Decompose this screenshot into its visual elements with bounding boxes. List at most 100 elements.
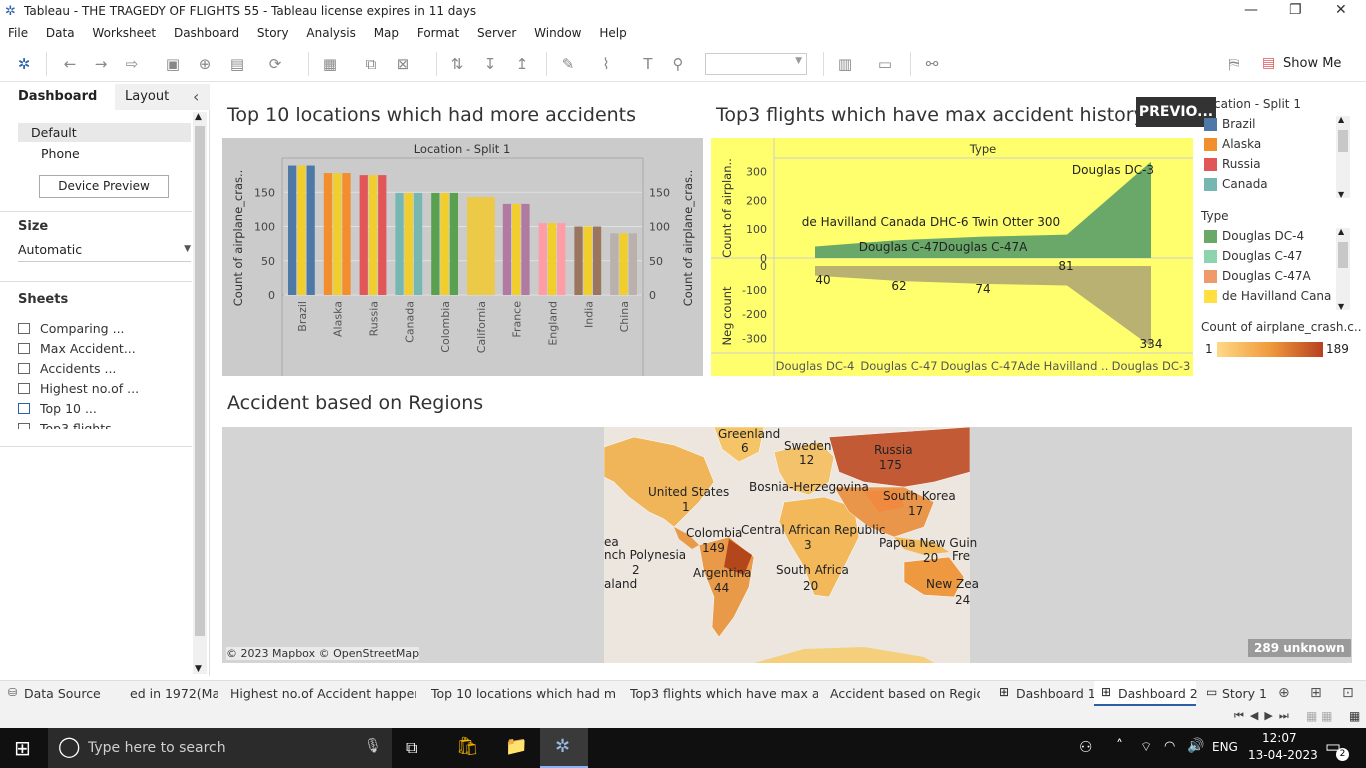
bar[interactable] [306, 165, 315, 295]
tab-story1[interactable]: Story 1 [1222, 686, 1267, 701]
highlight-icon[interactable]: ✎ [561, 55, 575, 73]
sort-desc-icon[interactable]: ↥ [515, 55, 529, 73]
view-icons[interactable]: ▦ ▦ [1306, 709, 1333, 723]
legend-item[interactable]: Canada [1222, 177, 1268, 191]
new-sheet-icon[interactable]: ▦ [322, 55, 338, 73]
tab-data-source[interactable]: Data Source [24, 686, 101, 701]
swap-icon[interactable]: ⇅ [450, 55, 464, 73]
size-dropdown[interactable]: Automatic ▼ [18, 242, 191, 262]
bar[interactable] [440, 192, 449, 295]
legend-item[interactable]: Brazil [1222, 117, 1256, 131]
filmstrip-icon[interactable]: ▦ [1349, 709, 1361, 723]
sheet-item[interactable]: Top3 flights [18, 421, 112, 429]
store-icon[interactable]: 🛍 [456, 736, 479, 757]
bar[interactable] [628, 233, 637, 295]
replay-icon[interactable]: ⇨ [125, 55, 139, 73]
people-icon[interactable]: ⚇ [1079, 738, 1093, 756]
labels-icon[interactable]: T [643, 55, 653, 73]
clock-time[interactable]: 12:07 [1262, 731, 1297, 745]
chart-icon[interactable]: ▥ [837, 55, 853, 73]
tab-dashboard[interactable]: Dashboard [0, 84, 115, 110]
bar[interactable] [538, 223, 547, 295]
legend-item[interactable]: Douglas C-47A [1222, 269, 1311, 283]
legend-item[interactable]: Alaska [1222, 137, 1262, 151]
sheet-tab[interactable]: Accident based on Regions [830, 686, 980, 701]
bar[interactable] [323, 173, 333, 295]
menu-worksheet[interactable]: Worksheet [92, 26, 157, 40]
clock-date[interactable]: 13-04-2023 [1248, 748, 1318, 762]
device-preview-button[interactable]: Device Preview [39, 175, 169, 198]
collapse-pane-icon[interactable]: ‹ [193, 87, 200, 106]
bar[interactable] [449, 192, 458, 295]
new-story-icon[interactable]: ⊡ [1342, 685, 1354, 701]
undo-icon[interactable]: ← [63, 55, 77, 73]
sheet-item[interactable]: Top 10 ... [18, 401, 97, 416]
bar[interactable] [592, 226, 602, 296]
bar[interactable] [467, 197, 495, 295]
new-worksheet-icon[interactable]: ⊕ [1278, 685, 1290, 701]
menu-server[interactable]: Server [476, 26, 517, 40]
show-me-button[interactable]: Show Me [1283, 56, 1342, 71]
map-view[interactable]: Greenland 6 Sweden 12 Russia 175 United … [222, 427, 1352, 663]
tableau-taskbar-item[interactable]: ✲ [540, 728, 588, 768]
bar[interactable] [557, 223, 566, 295]
bar[interactable] [297, 165, 306, 295]
bar[interactable] [404, 192, 413, 295]
legend-scrollbar[interactable]: ▲ ▼ [1336, 227, 1350, 311]
sheet-item[interactable]: Comparing ... [18, 321, 125, 336]
new-datasource-icon[interactable]: ⊕ [198, 55, 212, 73]
menu-analysis[interactable]: Analysis [306, 26, 356, 40]
duplicate-icon[interactable]: ⧉ [365, 55, 377, 73]
restore-button[interactable]: ❐ [1289, 2, 1302, 18]
menu-format[interactable]: Format [416, 26, 460, 40]
tableau-home-icon[interactable]: ✲ [17, 55, 31, 73]
presentation-icon[interactable]: ▭ [877, 55, 893, 73]
bar[interactable] [610, 233, 619, 295]
bar[interactable] [521, 203, 530, 295]
new-dashboard-icon[interactable]: ⊞ [1310, 685, 1322, 701]
map-credit[interactable]: © 2023 Mapbox © OpenStreetMap [226, 647, 420, 660]
sheet-tab[interactable]: Top3 flights which have max acc... [630, 686, 818, 701]
clear-sheet-icon[interactable]: ⊠ [396, 55, 410, 73]
bar[interactable] [378, 175, 387, 295]
close-button[interactable]: ✕ [1335, 2, 1347, 18]
menu-file[interactable]: File [8, 26, 29, 40]
tab-nav-icons[interactable]: ⏮◀▶⏭ [1234, 709, 1295, 722]
menu-map[interactable]: Map [373, 26, 400, 40]
bar[interactable] [395, 192, 404, 295]
microphone-icon[interactable]: 🎙 [364, 738, 382, 754]
bar[interactable] [502, 203, 512, 295]
minimize-button[interactable]: — [1244, 2, 1258, 18]
tab-layout[interactable]: Layout [115, 84, 210, 110]
left-scrollbar[interactable]: ▲ ▼ [193, 112, 207, 674]
device-default[interactable]: Default [18, 123, 191, 142]
bar[interactable] [431, 192, 440, 295]
windows-start-icon[interactable]: ⊞ [14, 736, 31, 760]
pin-icon[interactable]: ⚲ [672, 55, 684, 73]
bar[interactable] [547, 223, 557, 295]
menu-data[interactable]: Data [45, 26, 75, 40]
bar[interactable] [574, 226, 583, 296]
language-indicator[interactable]: ENG [1212, 740, 1238, 754]
sheet-item[interactable]: Accidents ... [18, 361, 116, 376]
show-me-icon[interactable]: ▤ [1262, 55, 1276, 71]
previous-button[interactable]: PREVIO... [1136, 97, 1216, 127]
network-icon[interactable]: ⌔ [1140, 740, 1153, 755]
tab-dashboard2-active[interactable]: ⊞ Dashboard 2 [1094, 681, 1198, 707]
refresh-icon[interactable]: ⟳ [268, 55, 282, 73]
save-icon[interactable]: ▣ [165, 55, 181, 73]
legend-item[interactable]: Douglas C-47 [1222, 249, 1303, 263]
legend-scrollbar[interactable]: ▲ ▼ [1336, 115, 1350, 199]
sheet-tab[interactable]: Highest no.of Accident happene... [230, 686, 416, 701]
bar[interactable] [368, 175, 378, 295]
sign-icon[interactable]: ⛿ [1228, 55, 1240, 73]
bar[interactable] [333, 173, 342, 295]
bar[interactable] [359, 175, 368, 295]
fit-dropdown[interactable]: ▼ [705, 53, 807, 75]
legend-item[interactable]: de Havilland Cana... [1222, 289, 1332, 303]
bar[interactable] [288, 165, 297, 295]
share-icon[interactable]: ⚯ [925, 55, 939, 73]
bar[interactable] [413, 192, 423, 295]
wifi-icon[interactable]: ◠ [1164, 739, 1176, 754]
tray-chevron-icon[interactable]: ˄ [1116, 738, 1123, 754]
